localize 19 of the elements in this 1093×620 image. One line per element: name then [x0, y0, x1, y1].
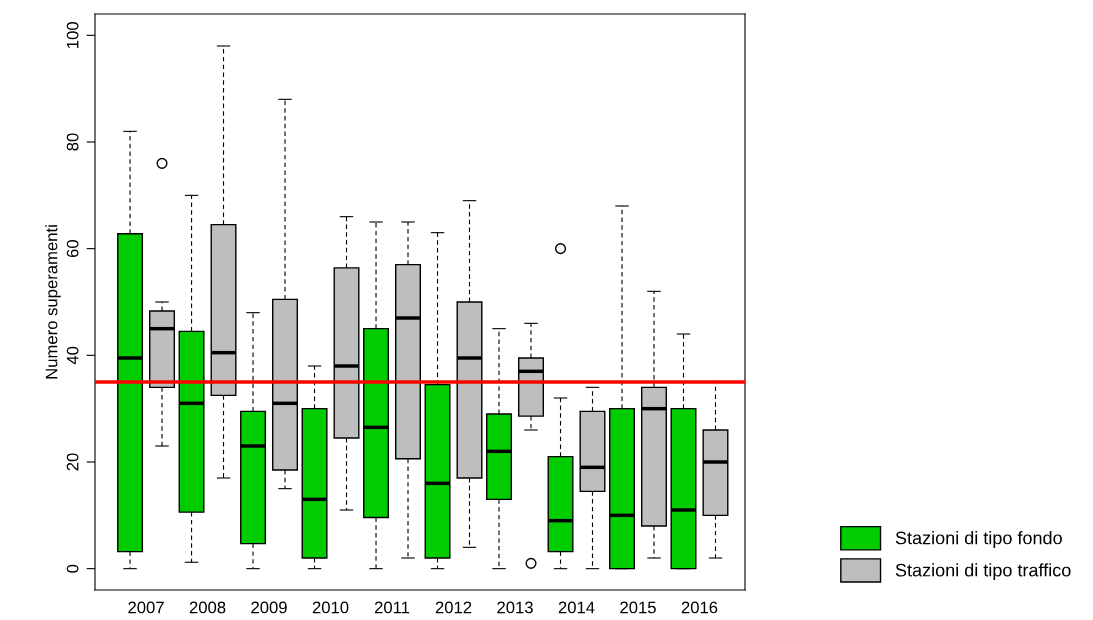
legend-label: Stazioni di tipo traffico	[895, 563, 1071, 581]
y-tick-label: 20	[66, 453, 79, 471]
y-tick-label: 60	[66, 240, 79, 258]
y-tick-label: 80	[66, 133, 79, 151]
y-tick-label: 100	[66, 22, 79, 48]
y-axis-title: Numero superamenti	[45, 225, 61, 379]
x-tick-label: 2009	[251, 601, 287, 614]
y-tick-label: 40	[66, 346, 79, 365]
x-tick-label: 2013	[497, 601, 533, 614]
x-tick-label: 2010	[312, 601, 349, 614]
x-tick-label: 2008	[189, 601, 226, 614]
x-tick-label: 2007	[128, 601, 164, 614]
x-tick-label: 2015	[620, 601, 656, 614]
x-tick-label: 2016	[681, 601, 718, 614]
x-tick-label: 2014	[558, 601, 595, 614]
legend-label: Stazioni di tipo fondo	[895, 531, 1062, 548]
x-tick-label: 2012	[435, 601, 472, 614]
y-tick-label: 0	[66, 564, 79, 573]
x-tick-label: 2011	[374, 601, 410, 614]
